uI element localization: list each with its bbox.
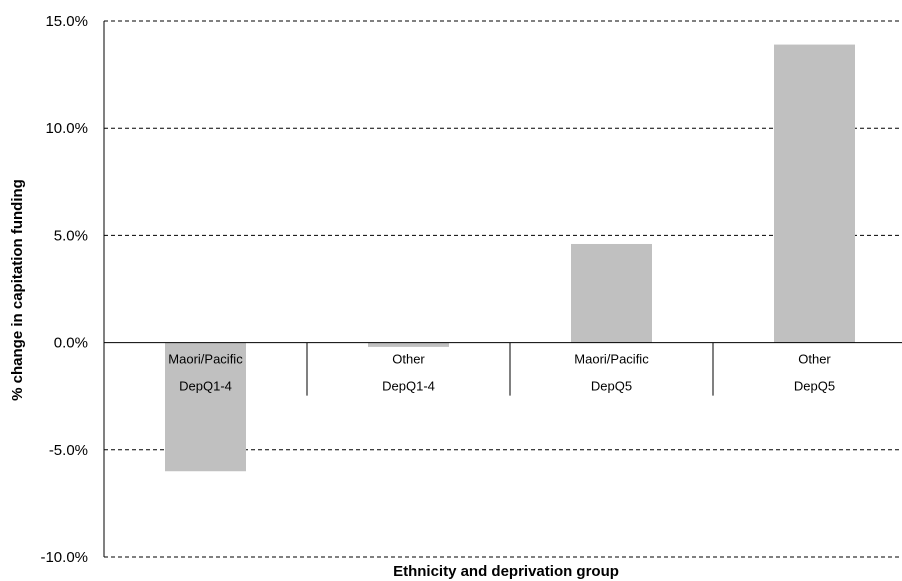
- bars: [165, 44, 855, 472]
- y-tick-label: 5.0%: [54, 227, 88, 244]
- y-axis-title: % change in capitation funding: [9, 179, 26, 401]
- y-tick-label: 10.0%: [45, 120, 88, 137]
- bar: [165, 342, 246, 472]
- category-label-line2: DepQ1-4: [382, 379, 435, 394]
- x-axis-title: Ethnicity and deprivation group: [393, 563, 619, 580]
- y-tick-label: 15.0%: [45, 13, 88, 30]
- axes: [103, 21, 902, 558]
- category-label-line1: Other: [392, 352, 425, 367]
- bar: [368, 342, 449, 347]
- y-tick-label: 0.0%: [54, 335, 88, 352]
- category-labels: Maori/Pacific DepQ1-4 Other DepQ1-4 Maori/Pa…: [168, 352, 835, 394]
- category-label-line1: Maori/Pacific: [168, 352, 243, 367]
- category-label-line1: Maori/Pacific: [574, 352, 649, 367]
- category-label-line1: Other: [798, 352, 831, 367]
- y-tick-labels: -10.0% -5.0% 0.0% 5.0% 10.0% 15.0%: [40, 13, 88, 566]
- y-tick-label: -10.0%: [40, 549, 88, 566]
- category-label-line2: DepQ5: [794, 379, 835, 394]
- bar: [571, 243, 652, 343]
- category-label-line2: DepQ5: [591, 379, 632, 394]
- bar: [774, 44, 855, 343]
- y-tick-label: -5.0%: [49, 442, 88, 459]
- category-label-line2: DepQ1-4: [179, 379, 232, 394]
